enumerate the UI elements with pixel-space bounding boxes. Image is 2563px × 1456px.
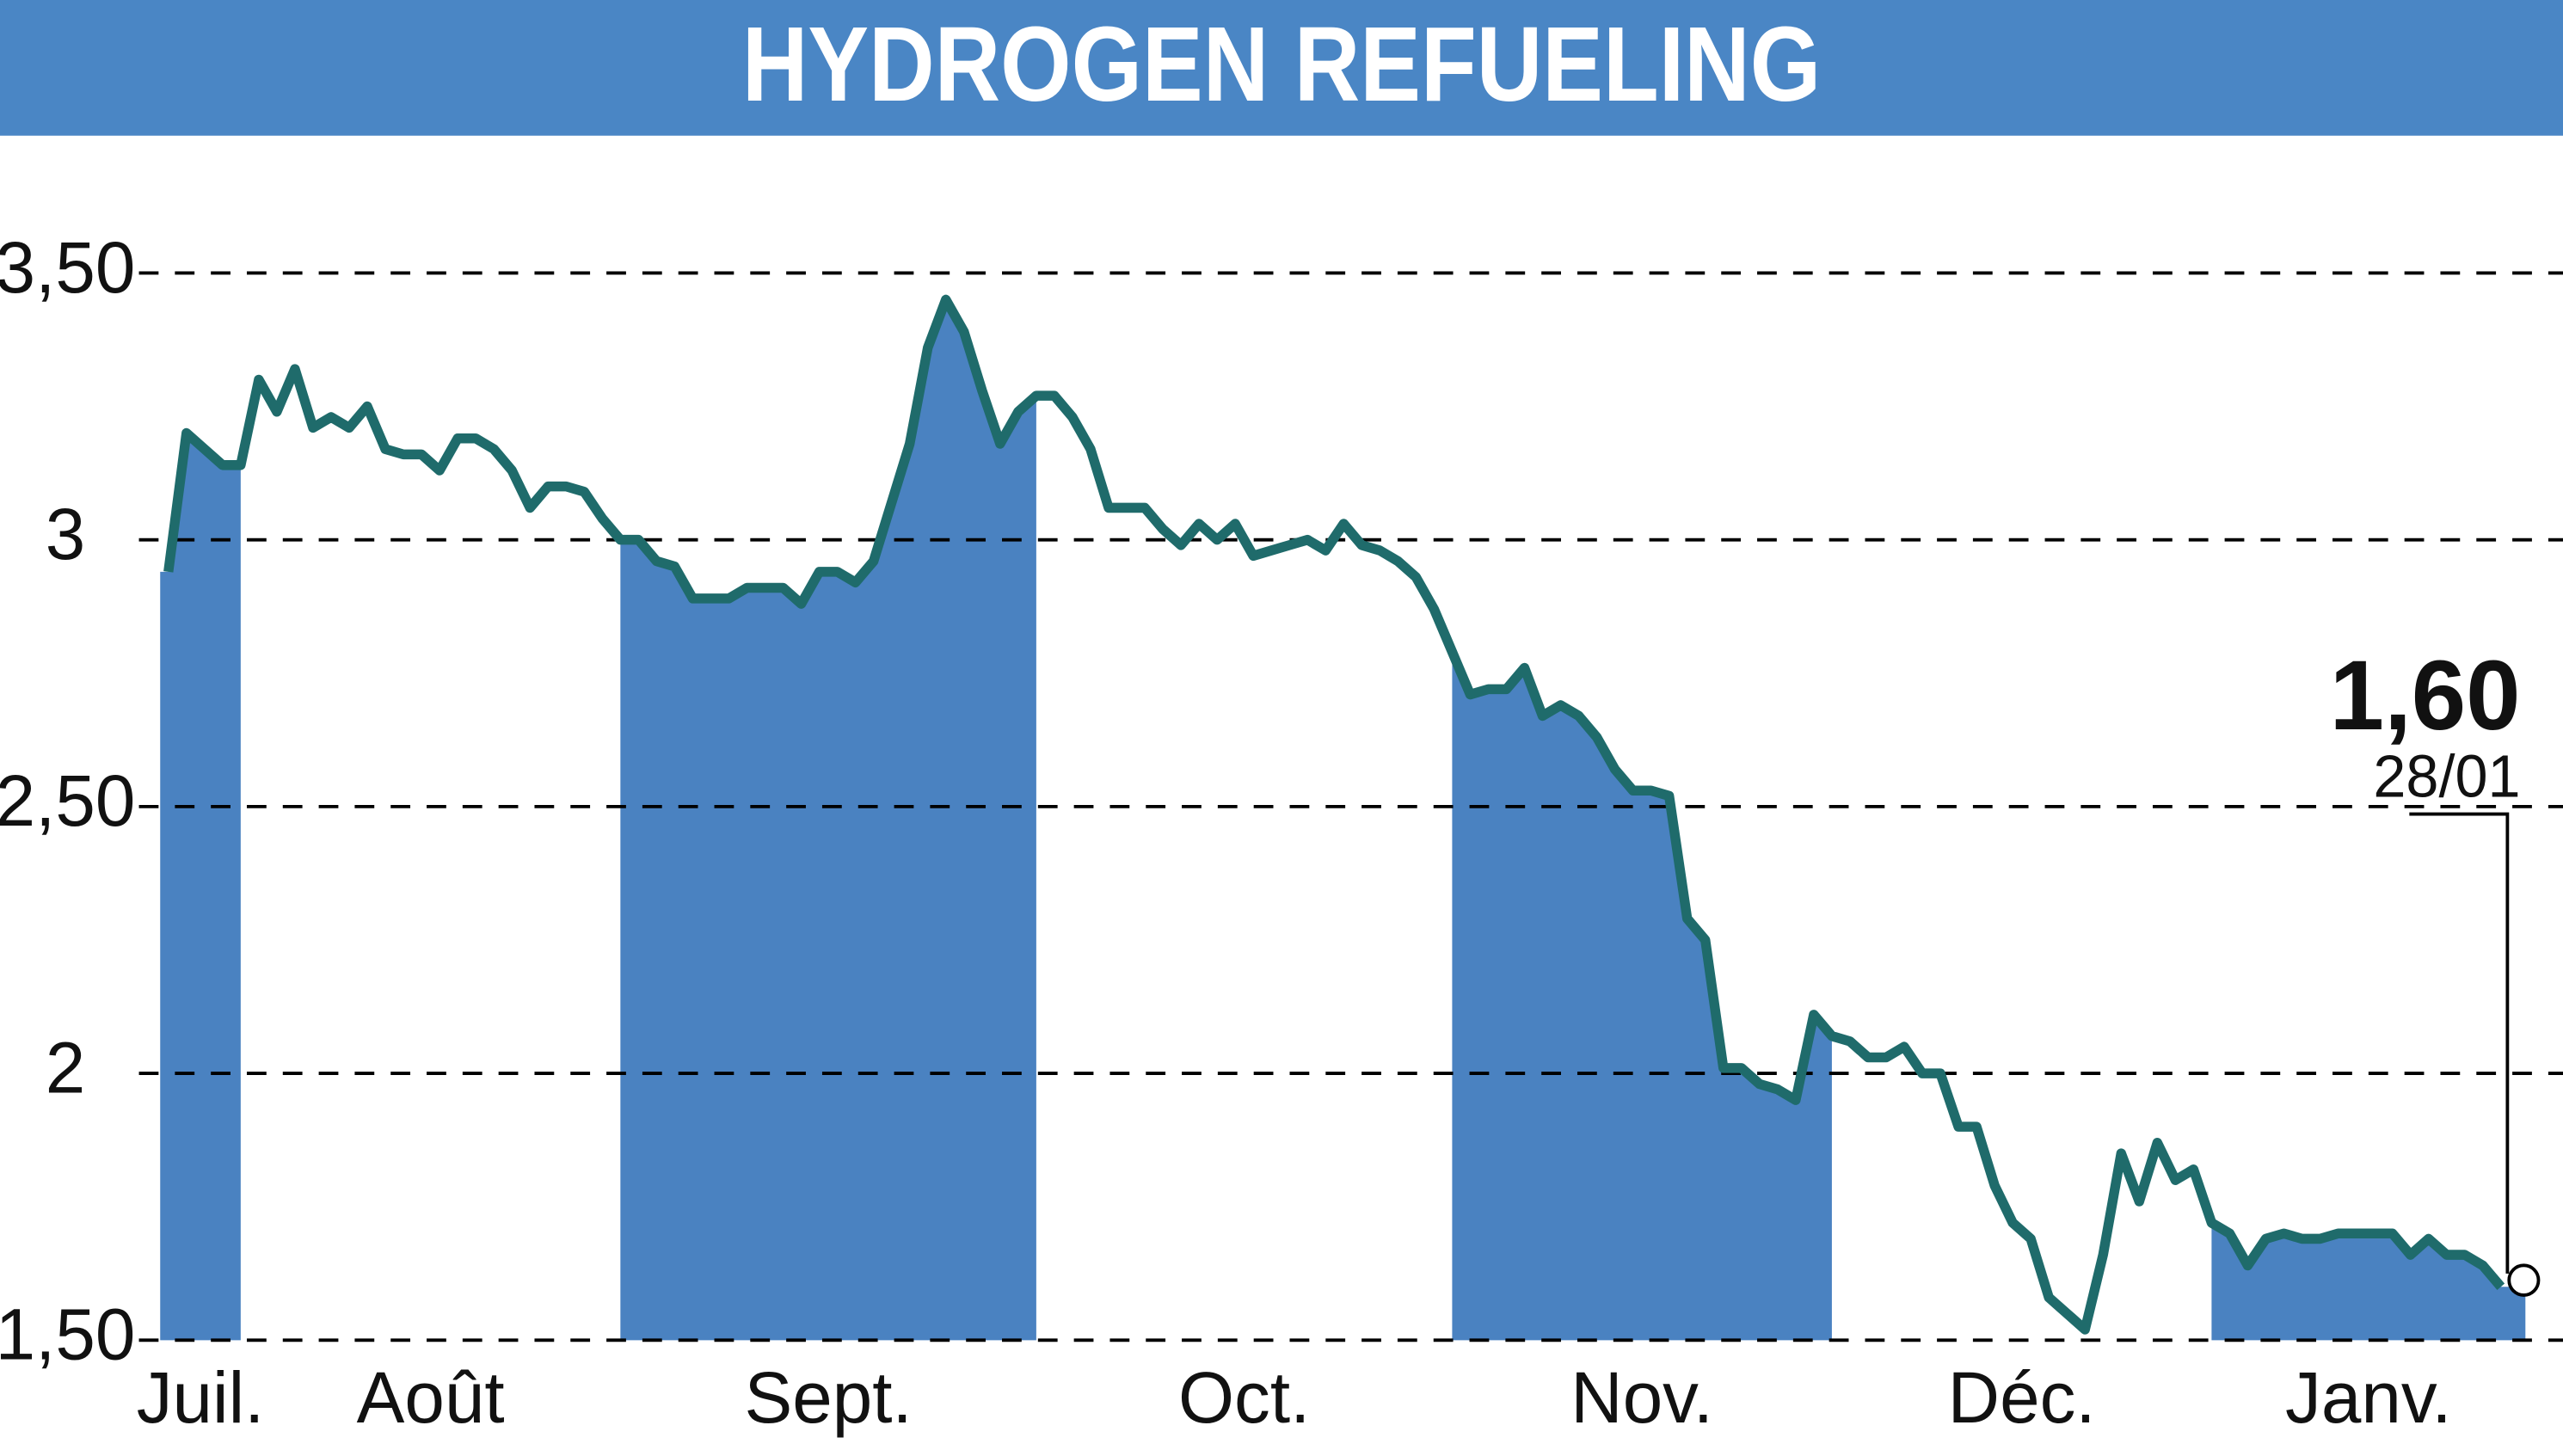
x-tick-label: Août [357, 1356, 505, 1438]
y-tick-label: 3 [46, 494, 86, 575]
month-area [620, 299, 1036, 1341]
y-tick-label: 2,50 [0, 760, 135, 842]
month-area [1452, 651, 1832, 1341]
last-value-label: 1,60 [2330, 641, 2521, 752]
x-tick-label: Sept. [744, 1356, 912, 1438]
chart-title: HYDROGEN REFUELING [742, 4, 1821, 123]
month-area [160, 433, 241, 1341]
last-point [2507, 1263, 2541, 1297]
y-tick-label: 1,50 [0, 1293, 135, 1375]
leader-line [2409, 812, 2510, 1274]
price-line [163, 294, 2505, 1335]
x-tick-label: Nov. [1570, 1356, 1713, 1438]
x-tick-label: Janv. [2285, 1356, 2452, 1438]
title-bar [0, 0, 2563, 136]
x-tick-label: Juil. [137, 1356, 265, 1438]
x-tick-label: Oct. [1178, 1356, 1310, 1438]
x-tick-label: Déc. [1948, 1356, 2096, 1438]
y-tick-label: 3,50 [0, 226, 135, 308]
month-area [2211, 1222, 2526, 1341]
plot: Juil. Août Sept. Oct. Nov. Déc. Janv. 1,50 2 2,50… [0, 226, 2563, 1438]
last-date-label: 28/01 [2373, 743, 2520, 809]
y-tick-label: 2 [46, 1027, 86, 1109]
